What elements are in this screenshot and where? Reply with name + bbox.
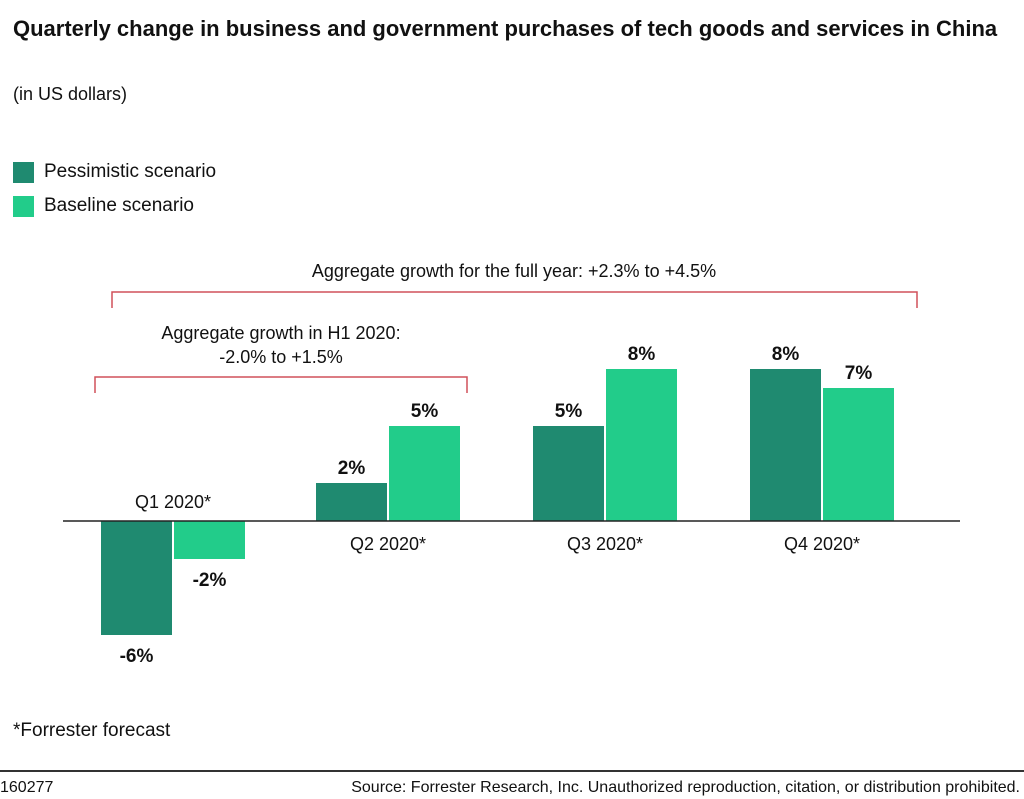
chart-subtitle: (in US dollars): [13, 84, 128, 104]
footer-divider: [0, 770, 1024, 772]
legend-swatch-pessimistic: [13, 161, 34, 183]
legend-item-baseline: Baseline scenario: [13, 189, 216, 223]
category-label: Q1 2020*: [135, 492, 211, 512]
source-note: Source: Forrester Research, Inc. Unautho…: [351, 779, 1020, 796]
bar-baseline: [389, 426, 460, 521]
data-label: 7%: [845, 363, 873, 384]
figure-id: 160277: [0, 779, 54, 796]
bar-baseline: [174, 521, 245, 559]
bar-baseline: [823, 388, 894, 521]
data-label: 5%: [555, 401, 583, 422]
data-label: 2%: [338, 458, 366, 479]
full-year-bracket: [111, 291, 918, 308]
legend-label: Pessimistic scenario: [44, 161, 217, 182]
bar-pessimistic: [750, 369, 821, 521]
legend-label: Baseline scenario: [44, 195, 194, 216]
data-label: -2%: [193, 570, 227, 591]
data-label: 8%: [772, 344, 800, 365]
h1-bracket: [94, 376, 468, 393]
data-label: 5%: [411, 401, 439, 422]
category-label: Q3 2020*: [567, 534, 643, 554]
legend-swatch-baseline: [13, 195, 34, 217]
data-label: -6%: [120, 646, 154, 667]
annotation-h1: Aggregate growth in H1 2020:: [161, 323, 400, 343]
data-label: 8%: [628, 344, 656, 365]
annotation-h1: -2.0% to +1.5%: [219, 347, 343, 367]
bar-pessimistic: [533, 426, 604, 521]
category-label: Q2 2020*: [350, 534, 426, 554]
category-label: Q4 2020*: [784, 534, 860, 554]
footnote: *Forrester forecast: [13, 720, 171, 741]
legend: Pessimistic scenario Baseline scenario: [13, 155, 216, 223]
bar-pessimistic: [101, 521, 172, 635]
bar-baseline: [606, 369, 677, 521]
bar-chart: -6% 2% 5% 8% -2% 5% 8% 7% Q1 2020* Q2 2020* Q3 202…: [63, 261, 960, 667]
legend-item-pessimistic: Pessimistic scenario: [13, 155, 216, 189]
annotation-full-year: Aggregate growth for the full year: +2.3…: [312, 261, 716, 281]
chart-title: Quarterly change in business and governm…: [13, 16, 998, 41]
bar-pessimistic: [316, 483, 387, 521]
